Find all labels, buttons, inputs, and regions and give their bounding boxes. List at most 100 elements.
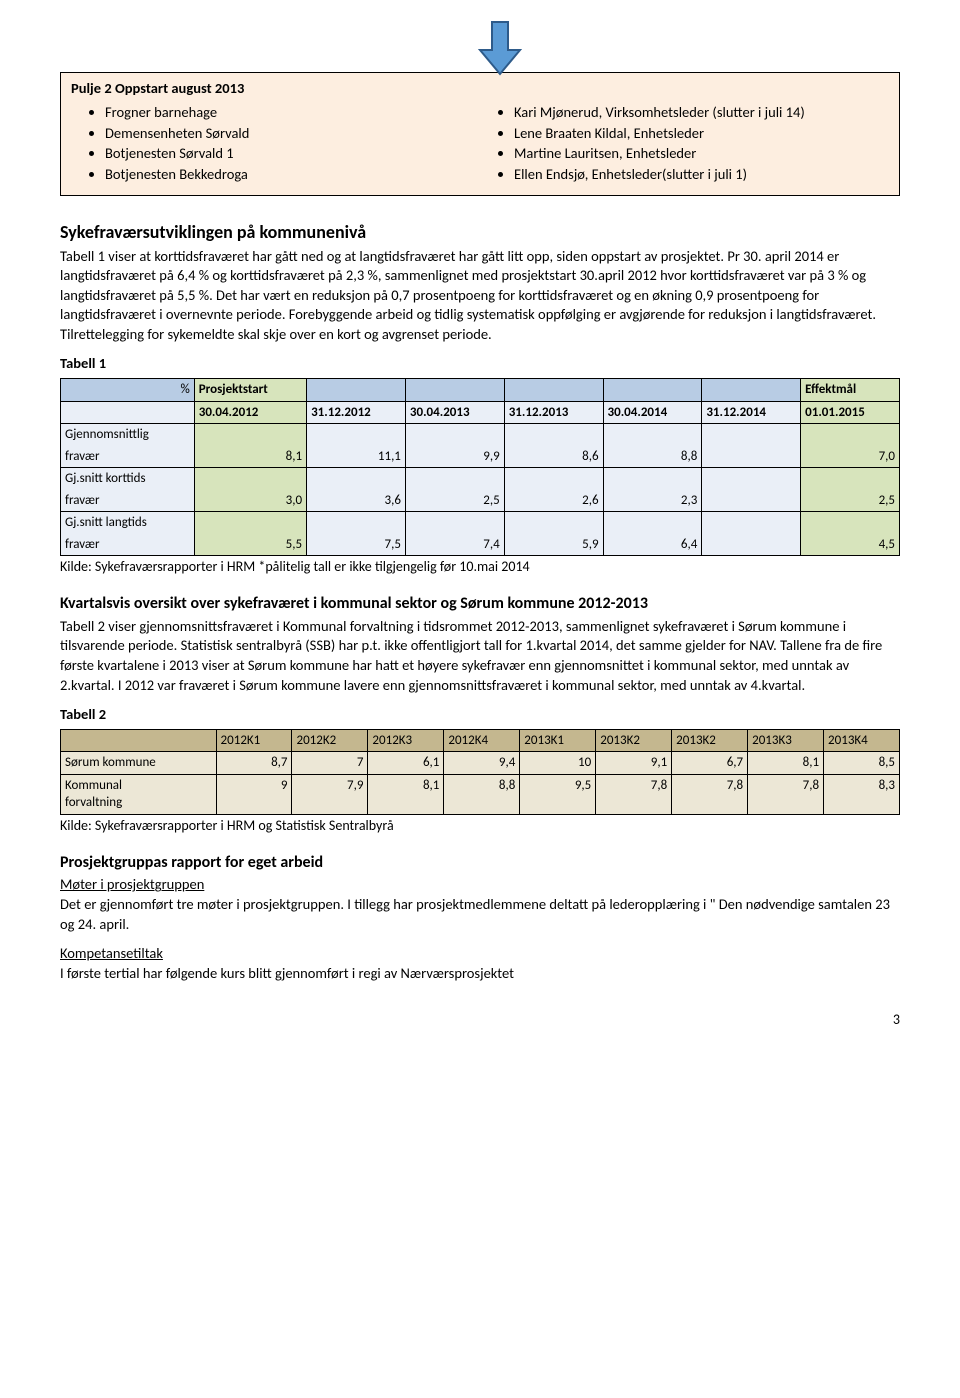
table-cell: 6,7 (672, 752, 748, 775)
table-cell: 2,5 (801, 490, 900, 512)
table-cell: 8,6 (504, 446, 603, 468)
table-cell (307, 512, 406, 534)
table-cell (702, 490, 801, 512)
table-cell (194, 468, 306, 490)
section2-body: Tabell 2 viser gjennomsnittsfraværet i K… (60, 617, 900, 695)
table-cell (194, 424, 306, 446)
table-cell (504, 424, 603, 446)
table-cell (405, 512, 504, 534)
table-cell (702, 534, 801, 556)
table-cell: 9,1 (596, 752, 672, 775)
table-cell (603, 512, 702, 534)
table-cell: 2,3 (603, 490, 702, 512)
table-header-cell: 2012K3 (368, 729, 444, 752)
table-cell: fravær (61, 446, 195, 468)
table-header-cell (307, 379, 406, 402)
table-header-cell: 2013K4 (824, 729, 900, 752)
table-cell: 7,8 (672, 774, 748, 814)
section1-heading: Sykefraværsutviklingen på kommunenivå (60, 220, 900, 244)
table-header-cell: % (61, 379, 195, 402)
table-cell: 11,1 (307, 446, 406, 468)
table-cell: 8,7 (216, 752, 292, 775)
table-cell: 7,8 (748, 774, 824, 814)
table-cell: Gj.snitt langtids (61, 512, 195, 534)
table-cell: 5,5 (194, 534, 306, 556)
table-cell (194, 512, 306, 534)
section2-heading: Kvartalsvis oversikt over sykefraværet i… (60, 593, 900, 615)
table-header-cell (603, 379, 702, 402)
table-cell (702, 468, 801, 490)
table-header-cell (61, 401, 195, 424)
table-cell (307, 424, 406, 446)
table-cell: 8,1 (194, 446, 306, 468)
table-cell (801, 512, 900, 534)
table-cell: 8,1 (748, 752, 824, 775)
table-cell (702, 512, 801, 534)
table-cell: fravær (61, 534, 195, 556)
table-cell (307, 468, 406, 490)
table-cell: 7 (292, 752, 368, 775)
table-cell: 7,5 (307, 534, 406, 556)
table-cell: 8,1 (368, 774, 444, 814)
section3-sub2-body: I første tertial har følgende kurs blitt… (60, 964, 900, 984)
table1-source: Kilde: Sykefraværsrapporter i HRM *pålit… (60, 558, 900, 577)
table-cell: 3,0 (194, 490, 306, 512)
table-cell: 8,5 (824, 752, 900, 775)
pulje-right-list: Kari Mjønerud, Virksomhetsleder (slutter… (480, 103, 889, 184)
table-cell (504, 468, 603, 490)
table-cell: 3,6 (307, 490, 406, 512)
table-header-cell (61, 729, 217, 752)
pulje-left-list: Frogner barnehage Demensenheten Sørvald … (71, 103, 480, 184)
table2-label: Tabell 2 (60, 705, 900, 725)
table-header-cell (504, 379, 603, 402)
list-item: Kari Mjønerud, Virksomhetsleder (slutter… (514, 103, 889, 123)
table2: 2012K12012K22012K32012K42013K12013K22013… (60, 729, 900, 815)
section1-body: Tabell 1 viser at korttidsfraværet har g… (60, 247, 900, 345)
table-header-cell: 30.04.2012 (194, 401, 306, 424)
table-cell: 7,4 (405, 534, 504, 556)
table-cell (603, 468, 702, 490)
section3-heading: Prosjektgruppas rapport for eget arbeid (60, 852, 900, 874)
table-header-cell: 2012K2 (292, 729, 368, 752)
pulje-box: Pulje 2 Oppstart august 2013 Frogner bar… (60, 72, 900, 197)
table-header-cell (702, 379, 801, 402)
table-cell: 9 (216, 774, 292, 814)
table-cell (504, 512, 603, 534)
section3-sub2-title: Kompetansetiltak (60, 944, 900, 964)
table-cell: 8,3 (824, 774, 900, 814)
table-cell (702, 424, 801, 446)
table-cell (801, 424, 900, 446)
table-cell: 9,5 (520, 774, 596, 814)
table-header-cell: 2013K2 (596, 729, 672, 752)
table-cell: Sørum kommune (61, 752, 217, 775)
table-cell: 9,9 (405, 446, 504, 468)
table-header-cell: 2013K1 (520, 729, 596, 752)
list-item: Frogner barnehage (105, 103, 480, 123)
table-cell: Gjennomsnittlig (61, 424, 195, 446)
list-item: Lene Braaten Kildal, Enhetsleder (514, 124, 889, 144)
table-cell: 8,8 (603, 446, 702, 468)
list-item: Martine Lauritsen, Enhetsleder (514, 144, 889, 164)
table-cell (801, 468, 900, 490)
table-cell (405, 424, 504, 446)
list-item: Ellen Endsjø, Enhetsleder(slutter i juli… (514, 165, 889, 185)
table-cell: Gj.snitt korttids (61, 468, 195, 490)
table-header-cell: 2013K2 (672, 729, 748, 752)
table-header-cell: Effektmål (801, 379, 900, 402)
table-cell: 7,8 (596, 774, 672, 814)
table1-label: Tabell 1 (60, 354, 900, 374)
table-header-cell: 31.12.2013 (504, 401, 603, 424)
table-header-cell: 31.12.2014 (702, 401, 801, 424)
table-header-cell (405, 379, 504, 402)
table-header-cell: 30.04.2013 (405, 401, 504, 424)
table-header-cell: 2013K3 (748, 729, 824, 752)
table-header-cell: 2012K1 (216, 729, 292, 752)
table-header-cell: 2012K4 (444, 729, 520, 752)
table-cell: 2,5 (405, 490, 504, 512)
table1: %Prosjektstart Effektmål 30.04.2012 31.12.2… (60, 378, 900, 556)
table-header-cell: Prosjektstart (194, 379, 306, 402)
table-cell (603, 424, 702, 446)
table-header-cell: 30.04.2014 (603, 401, 702, 424)
section3-sub1-body: Det er gjennomført tre møter i prosjektg… (60, 895, 900, 934)
section3-sub1-title: Møter i prosjektgruppen (60, 875, 900, 895)
